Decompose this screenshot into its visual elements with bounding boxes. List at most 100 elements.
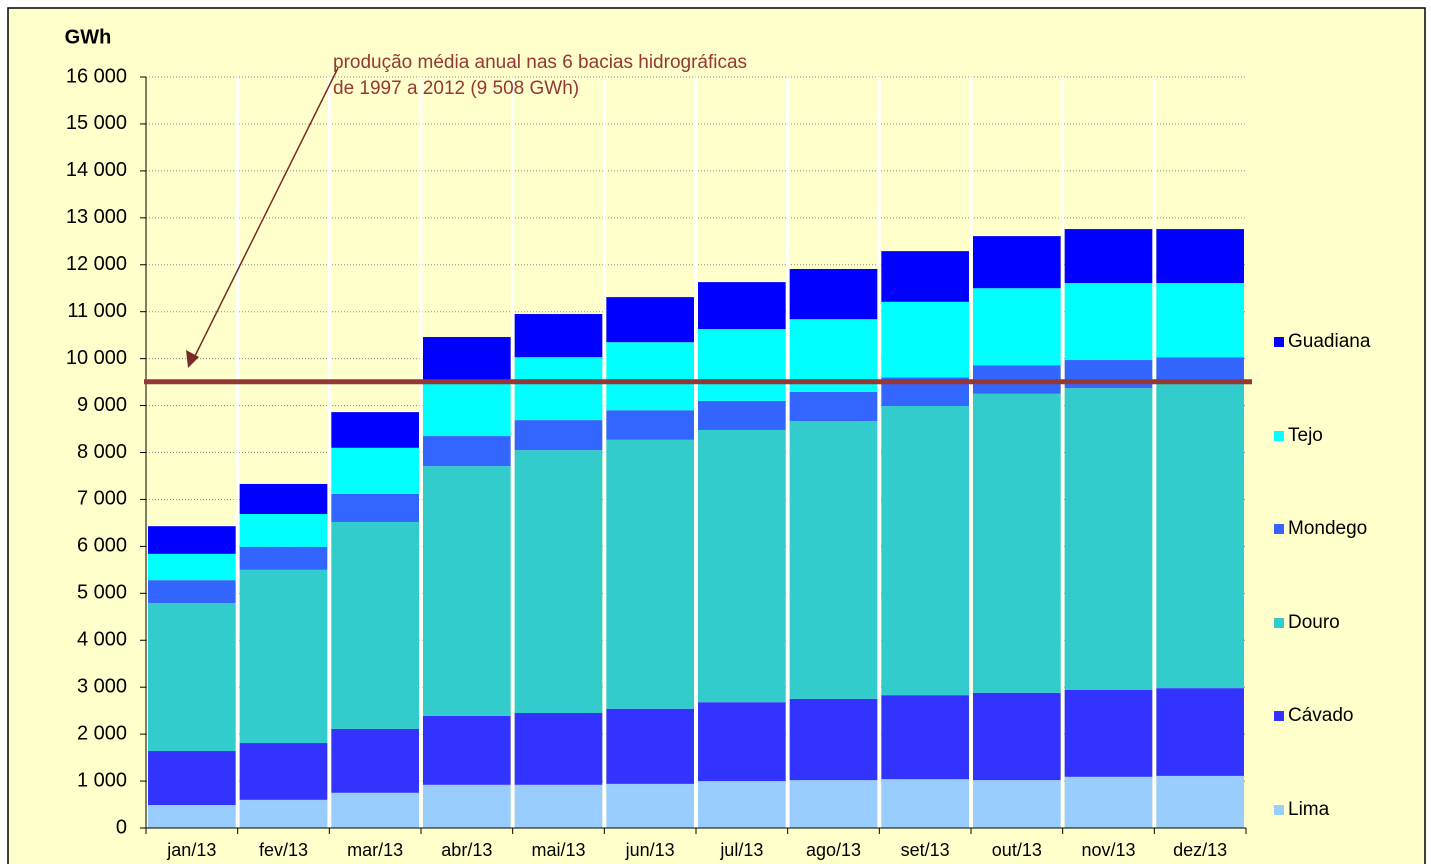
bar-segment (423, 436, 511, 467)
bar-segment (973, 692, 1061, 781)
x-tick-label: ago/13 (806, 840, 861, 860)
bar-segment (1064, 776, 1153, 828)
bar-segment (148, 580, 236, 604)
bar-segment (514, 357, 603, 421)
bar-segment (789, 421, 878, 699)
bar-segment (514, 314, 603, 358)
x-tick-label: set/13 (901, 840, 950, 860)
bar-segment (881, 251, 969, 302)
y-tick-label: 1 000 (77, 769, 127, 791)
legend-swatch (1274, 711, 1284, 721)
bar-segment (606, 439, 694, 709)
bar-segment (789, 391, 878, 422)
bar-segment (973, 288, 1061, 366)
y-tick-label: 9 000 (77, 394, 127, 416)
bar-segment (1064, 388, 1153, 691)
bar-segment (881, 695, 969, 780)
bar-segment (239, 569, 328, 744)
x-tick-label: mar/13 (347, 840, 403, 860)
legend-swatch (1274, 805, 1284, 815)
bar-segment (698, 429, 786, 703)
bar-segment (423, 466, 511, 716)
legend-label: Guadiana (1288, 331, 1371, 352)
bar-segment (789, 780, 878, 828)
y-tick-label: 7 000 (77, 488, 127, 510)
bar-segment (239, 513, 328, 547)
bar-segment (606, 783, 694, 828)
y-tick-label: 5 000 (77, 582, 127, 604)
bar-segment (1064, 690, 1153, 777)
y-tick-label: 4 000 (77, 629, 127, 651)
bar-segment (881, 301, 969, 378)
bar-segment (1156, 688, 1244, 776)
y-tick-label: 13 000 (66, 206, 127, 228)
bar-segment (1064, 229, 1153, 284)
bar-segment (698, 781, 786, 828)
bar-segment (423, 380, 511, 437)
bar-segment (148, 805, 236, 828)
bar-segment (514, 420, 603, 451)
bar-segment (331, 792, 419, 828)
bar-segment (1156, 283, 1244, 358)
y-tick-label: 11 000 (67, 300, 127, 322)
x-tick-label: fev/13 (259, 840, 308, 860)
legend-swatch (1274, 524, 1284, 534)
bar-segment (881, 779, 969, 828)
x-tick-label: jan/13 (166, 840, 216, 860)
annotation-arrow (191, 67, 339, 363)
bar-segment (973, 393, 1061, 693)
bar-segment (331, 412, 419, 448)
legend-label: Lima (1288, 799, 1330, 820)
legend-swatch (1274, 431, 1284, 441)
bar-segment (331, 493, 419, 522)
y-axis-title: GWh (65, 26, 112, 48)
annotation: de 1997 a 2012 (9 508 GWh) (333, 78, 579, 99)
bar-segment (148, 553, 236, 581)
bar-segment (514, 784, 603, 828)
y-tick-label: 6 000 (77, 535, 127, 557)
bar-segment (148, 526, 236, 554)
bar-segment (1156, 383, 1244, 689)
x-tick-label: abr/13 (441, 840, 492, 860)
bar-segment (514, 713, 603, 785)
legend-label: Cávado (1288, 705, 1354, 726)
arrow-head (186, 350, 199, 368)
bar-segment (606, 708, 694, 784)
legend-label: Mondego (1288, 518, 1367, 539)
bar-segment (698, 282, 786, 330)
legend-swatch (1274, 618, 1284, 628)
y-tick-label: 3 000 (77, 675, 127, 697)
y-tick-label: 16 000 (66, 65, 127, 87)
bar-segment (239, 546, 328, 570)
x-tick-label: dez/13 (1173, 840, 1227, 860)
bar-segment (789, 268, 878, 320)
bar-segment (423, 337, 511, 381)
x-tick-label: nov/13 (1081, 840, 1135, 860)
bar-segment (606, 342, 694, 411)
bar-segment (148, 603, 236, 752)
bar-segment (881, 406, 969, 696)
bar-segment (331, 521, 419, 729)
bar-segment (973, 236, 1061, 289)
y-tick-label: 8 000 (77, 441, 127, 463)
x-tick-label: out/13 (992, 840, 1042, 860)
bar-segment (789, 698, 878, 781)
y-tick-label: 12 000 (66, 253, 127, 275)
bar-segment (423, 784, 511, 828)
bar-segment (239, 483, 328, 514)
bar-segment (1064, 283, 1153, 361)
bar-segment (331, 728, 419, 793)
bar-segment (698, 400, 786, 430)
y-tick-label: 10 000 (66, 347, 127, 369)
bar-segment (606, 410, 694, 440)
bar-segment (973, 780, 1061, 828)
bar-segment (698, 702, 786, 782)
x-tick-label: jul/13 (719, 840, 763, 860)
legend-label: Tejo (1288, 425, 1323, 446)
bar-segment (1156, 229, 1244, 284)
x-tick-label: jun/13 (625, 840, 675, 860)
y-tick-label: 14 000 (66, 159, 127, 181)
bar-segment (698, 329, 786, 401)
bar-segment (1156, 775, 1244, 828)
